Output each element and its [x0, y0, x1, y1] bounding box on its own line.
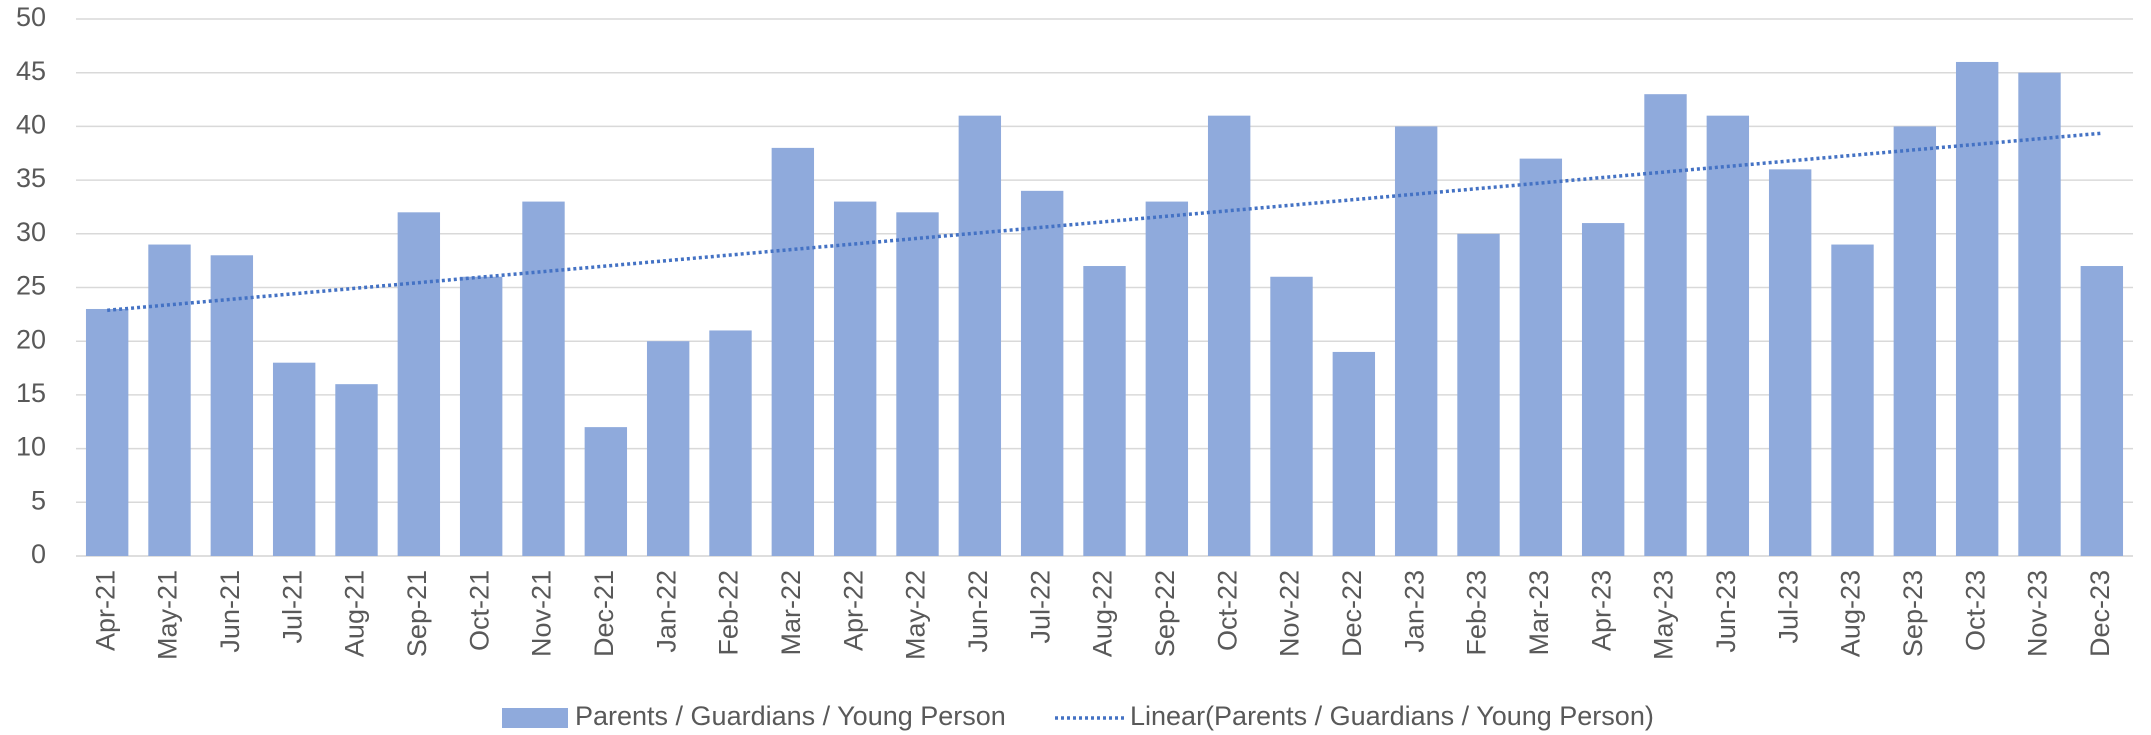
x-tick-label: Apr-22 [838, 570, 868, 651]
x-tick-label: Jan-23 [1399, 570, 1429, 653]
bar [148, 244, 191, 557]
x-tick-label: Dec-22 [1337, 570, 1367, 657]
bar [958, 115, 1002, 556]
x-tick-label: Jun-23 [1711, 570, 1741, 653]
bar [1332, 351, 1376, 556]
legend-swatch [502, 708, 568, 728]
bar [2018, 72, 2061, 556]
bar [335, 384, 378, 556]
y-tick-label: 40 [16, 110, 46, 140]
bar [584, 427, 628, 556]
bar [1145, 201, 1189, 556]
x-tick-label: Nov-21 [527, 570, 557, 657]
x-tick-label: Aug-21 [340, 570, 370, 657]
x-tick-label: Dec-21 [589, 570, 619, 657]
x-tick-label: Oct-23 [1960, 570, 1990, 651]
x-tick-label: Jan-22 [651, 570, 681, 653]
x-tick-label: May-21 [153, 570, 183, 660]
bar [1644, 94, 1687, 557]
bar [1831, 244, 1874, 557]
legend-label: Parents / Guardians / Young Person [575, 701, 1006, 731]
x-tick-label: Apr-21 [90, 570, 120, 651]
x-tick-label: Sep-23 [1898, 570, 1928, 657]
bar [210, 255, 254, 556]
bar [1955, 61, 1999, 557]
x-tick-label: Aug-23 [1836, 570, 1866, 657]
x-tick-label: Feb-23 [1462, 570, 1492, 656]
x-tick-label: Jul-22 [1025, 570, 1055, 644]
trendline [107, 131, 2102, 313]
bar [1893, 126, 1937, 557]
x-tick-label: Nov-23 [2023, 570, 2053, 657]
bar [1768, 169, 1812, 557]
x-tick-label: Feb-22 [714, 570, 744, 656]
bar [1581, 223, 1625, 556]
bar [833, 201, 877, 556]
x-tick-label: Aug-22 [1088, 570, 1118, 657]
bar [1457, 233, 1500, 557]
bar [272, 362, 316, 556]
x-tick-label: Jul-21 [277, 570, 307, 644]
x-tick-label: Jul-23 [1773, 570, 1803, 644]
bar [1519, 158, 1563, 556]
x-tick-label: Jun-22 [963, 570, 993, 653]
y-tick-label: 35 [16, 163, 46, 193]
bar [646, 341, 690, 556]
bar [522, 201, 565, 556]
bar [459, 276, 503, 556]
y-tick-label: 5 [31, 485, 46, 515]
x-tick-label: Dec-23 [2085, 570, 2115, 657]
bar [1706, 115, 1750, 556]
y-tick-label: 10 [16, 432, 46, 462]
y-tick-label: 50 [16, 2, 46, 32]
bar [1020, 190, 1064, 556]
x-tick-label: Mar-22 [776, 570, 806, 656]
x-tick-label: Jun-21 [215, 570, 245, 653]
bar [397, 212, 441, 556]
y-tick-label: 30 [16, 217, 46, 247]
x-tick-label: Mar-23 [1524, 570, 1554, 656]
x-tick-label: Sep-21 [402, 570, 432, 657]
x-tick-label: May-22 [901, 570, 931, 660]
bar [2080, 266, 2124, 556]
legend-label: Linear(Parents / Guardians / Young Perso… [1130, 701, 1654, 731]
bar [1083, 266, 1126, 556]
bar [1207, 115, 1251, 556]
x-tick-label: Oct-21 [464, 570, 494, 651]
bar [1270, 276, 1313, 556]
x-tick-label: Sep-22 [1150, 570, 1180, 657]
bar [85, 308, 129, 556]
y-tick-label: 15 [16, 378, 46, 408]
bar [896, 212, 939, 556]
y-tick-label: 25 [16, 271, 46, 301]
bar [709, 330, 752, 556]
x-tick-label: Oct-22 [1212, 570, 1242, 651]
y-tick-label: 0 [31, 539, 46, 569]
y-tick-label: 20 [16, 324, 46, 354]
bar [771, 147, 815, 556]
x-tick-label: Nov-22 [1275, 570, 1305, 657]
y-tick-label: 45 [16, 56, 46, 86]
bar [1394, 126, 1438, 557]
x-tick-label: May-23 [1649, 570, 1679, 660]
x-tick-label: Apr-23 [1586, 570, 1616, 651]
